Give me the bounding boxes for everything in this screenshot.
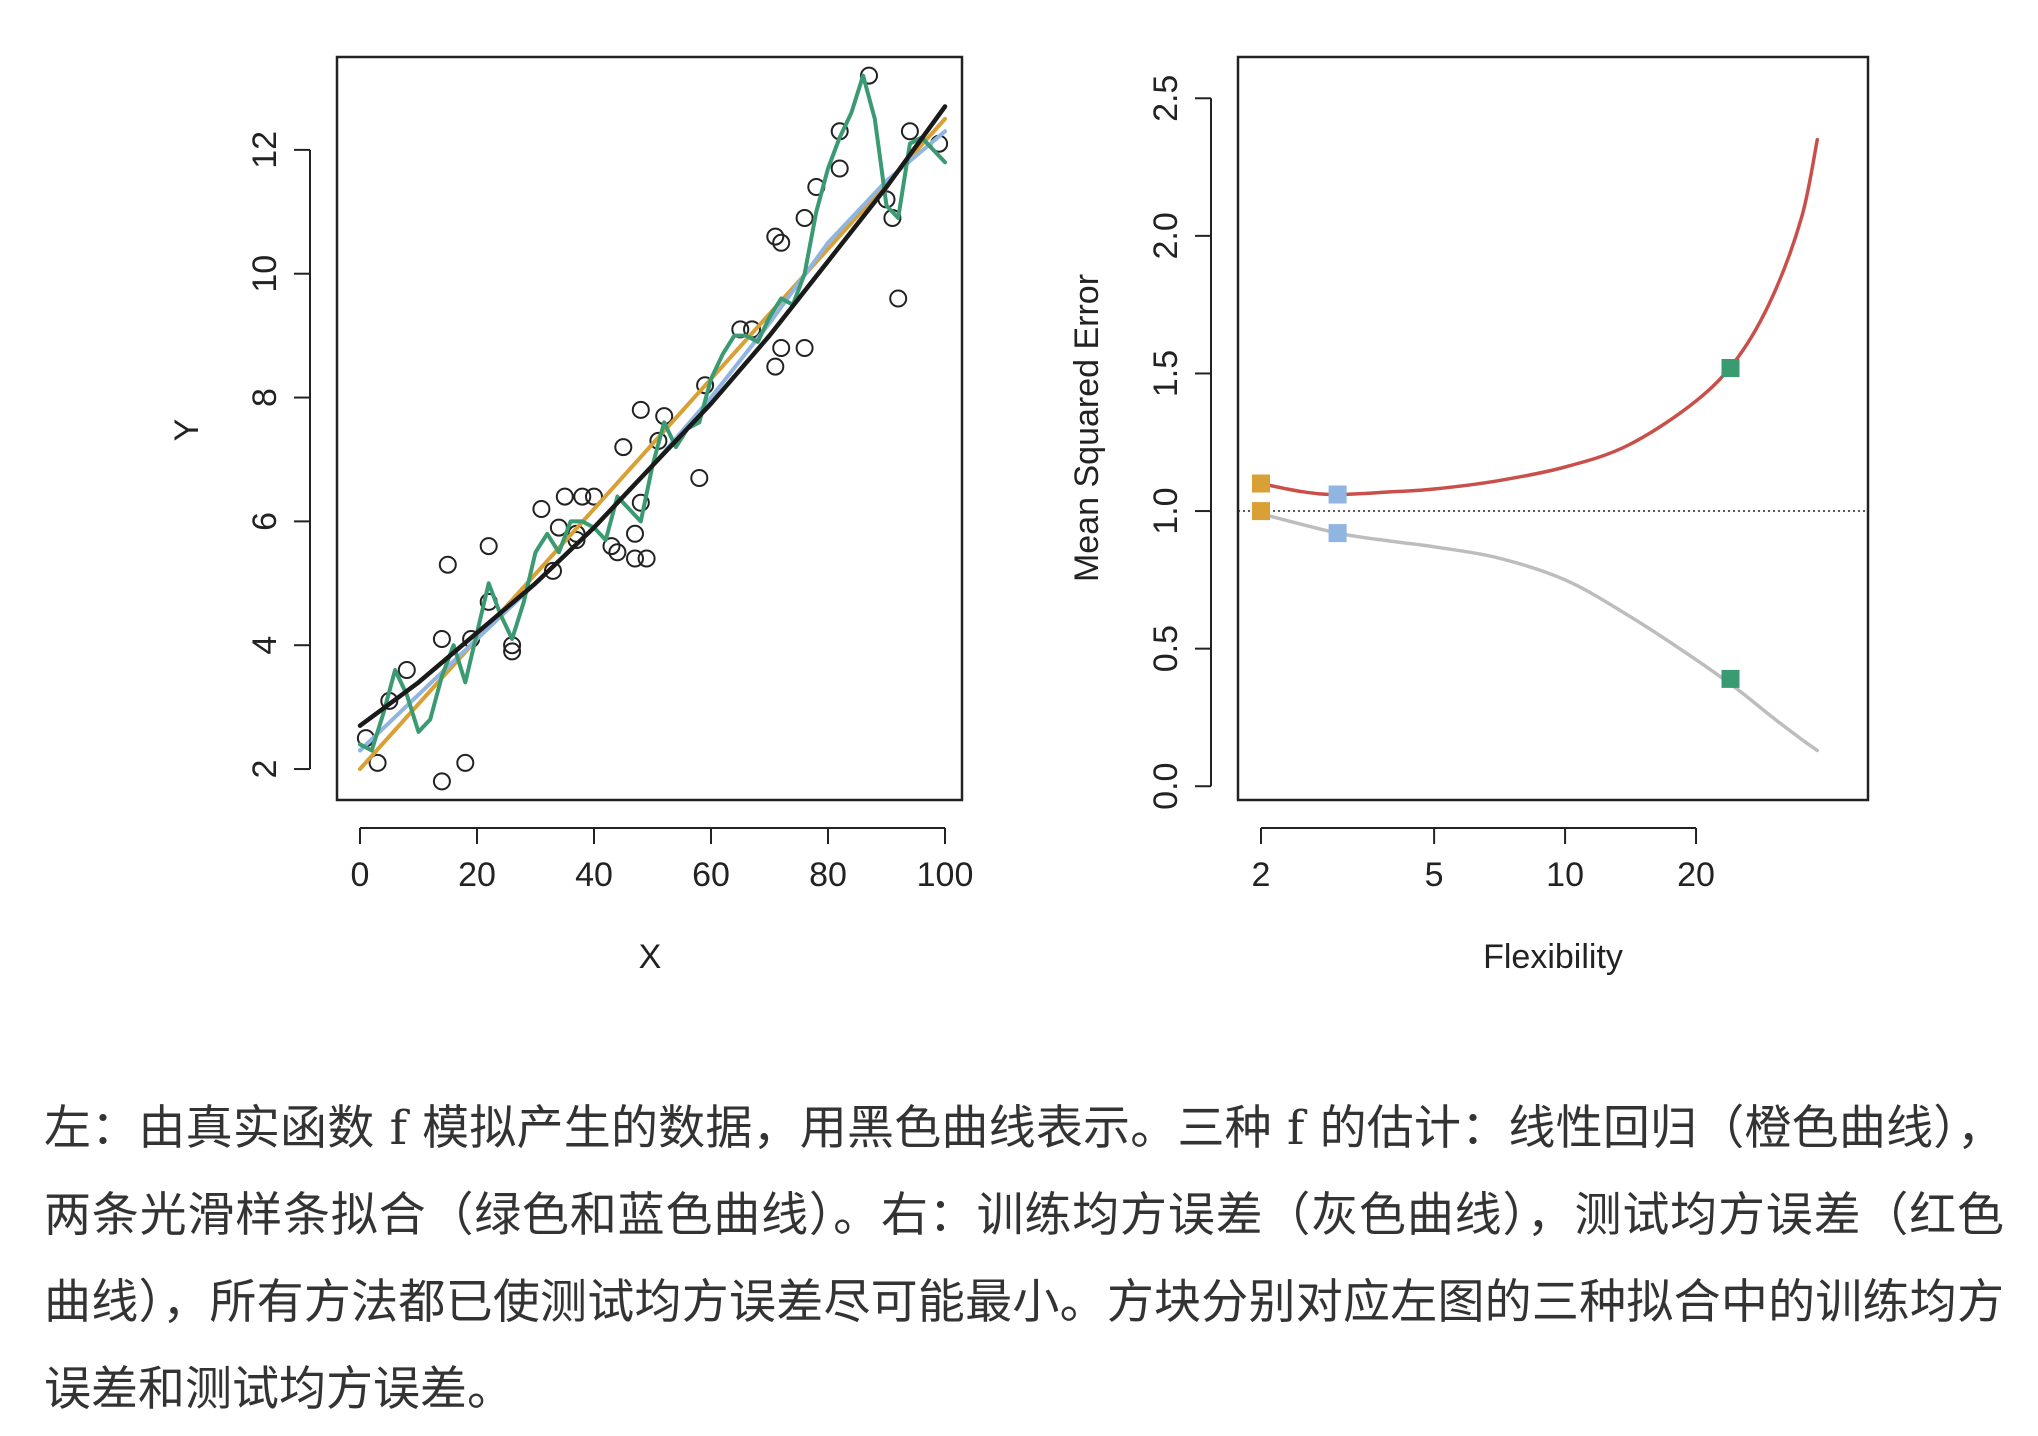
data-point (544, 561, 562, 580)
data-point (766, 227, 785, 246)
right-mse-panel: 2 5 10 20 0.0 0.5 1.0 1.5 2.0 2.5 Flexibility Me… (1068, 55, 1870, 976)
data-point (573, 487, 592, 506)
figure: 0 20 40 60 80 100 2 4 6 8 10 12 X Y 2 5 10 20 0.0 0.5 1… (168, 55, 1870, 976)
rough-spline-line (358, 73, 947, 753)
left-scatter-panel: 0 20 40 60 80 100 2 4 6 8 10 12 X Y (168, 55, 974, 976)
data-point (479, 537, 498, 556)
data-point (532, 500, 551, 518)
data-point (772, 339, 791, 357)
left-x-tick-label: 40 (575, 856, 613, 894)
data-point (432, 772, 451, 791)
left-x-axis-title: X (639, 938, 662, 976)
right-x-tick-label: 20 (1677, 856, 1715, 894)
data-point (795, 339, 814, 357)
data-point (585, 487, 603, 506)
data-point (795, 209, 814, 227)
data-point (637, 549, 656, 568)
smooth-train-marker (1328, 524, 1347, 543)
data-point (608, 543, 627, 562)
right-x-tick-label: 5 (1425, 856, 1444, 894)
left-y-tick-label: 12 (246, 131, 284, 169)
data-point (503, 642, 522, 661)
data-point (555, 487, 574, 506)
data-point (626, 549, 644, 568)
right-y-axis-title: Mean Squared Error (1068, 274, 1106, 582)
left-x-tick-label: 20 (458, 856, 496, 894)
data-point (889, 289, 908, 308)
data-point (631, 493, 650, 512)
right-x-axis-title: Flexibility (1483, 938, 1623, 976)
smooth-test-marker (1328, 485, 1347, 504)
data-point (368, 753, 387, 772)
right-x-axis: 2 5 10 20 (1252, 827, 1715, 894)
right-y-tick-label: 1.5 (1147, 350, 1185, 397)
right-y-axis: 0.0 0.5 1.0 1.5 2.0 2.5 (1147, 75, 1212, 810)
left-x-tick-label: 60 (692, 856, 730, 894)
data-point (690, 469, 709, 487)
left-plot-frame (335, 55, 964, 802)
linear-regression-line (358, 116, 947, 771)
test-MSE-curve (1259, 137, 1820, 497)
right-x-tick-label: 10 (1546, 856, 1584, 894)
right-y-tick-label: 2.5 (1147, 75, 1185, 122)
linear-test-marker (1252, 474, 1270, 493)
data-point (602, 537, 621, 556)
left-x-axis: 0 20 40 60 80 100 (351, 827, 974, 894)
data-point (438, 555, 457, 574)
right-y-tick-label: 2.0 (1147, 212, 1185, 259)
true-f-line (357, 104, 948, 728)
data-point (432, 630, 451, 648)
right-y-tick-label: 0.0 (1147, 763, 1185, 810)
figure-caption: 左：由真实函数 f 模拟产生的数据，用黑色曲线表示。三种 f 的估计：线性回归（… (44, 1101, 2004, 1417)
data-point (860, 66, 878, 85)
left-y-axis: 2 4 6 8 10 12 (246, 131, 311, 779)
right-x-tick-label: 2 (1252, 856, 1271, 894)
left-y-tick-label: 6 (246, 512, 284, 531)
training-MSE-curve (1259, 512, 1820, 753)
left-x-tick-label: 0 (351, 856, 370, 894)
left-y-tick-label: 8 (246, 388, 284, 407)
left-y-tick-label: 2 (246, 760, 284, 779)
left-y-tick-label: 4 (246, 636, 284, 655)
rough-train-marker (1721, 669, 1740, 688)
data-point (397, 661, 416, 679)
data-point (456, 753, 475, 772)
left-y-axis-title: Y (168, 419, 206, 442)
linear-train-marker (1252, 502, 1270, 521)
right-plot-frame (1236, 55, 1870, 802)
data-point (830, 159, 849, 178)
data-point (626, 524, 644, 543)
left-y-tick-label: 10 (246, 255, 284, 293)
left-x-tick-label: 100 (917, 856, 974, 894)
right-y-tick-label: 0.5 (1147, 625, 1185, 672)
data-point (772, 233, 791, 252)
left-x-tick-label: 80 (809, 856, 847, 894)
data-point (614, 438, 633, 457)
data-point (900, 122, 919, 141)
data-point (631, 400, 650, 419)
data-point (766, 357, 785, 376)
rough-test-marker (1721, 359, 1740, 377)
right-y-tick-label: 1.0 (1147, 487, 1185, 534)
